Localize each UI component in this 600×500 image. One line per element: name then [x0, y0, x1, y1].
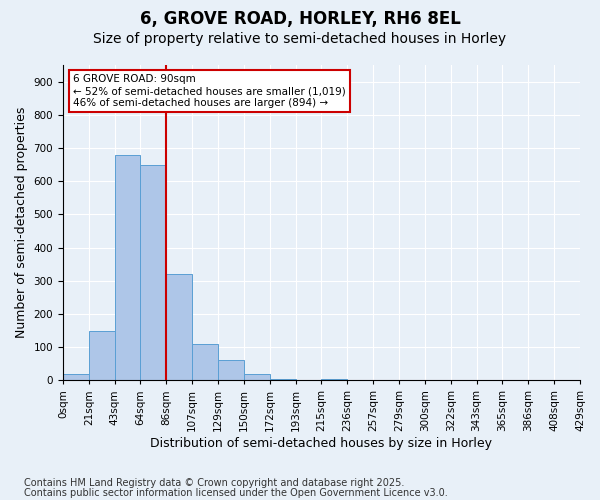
Text: Contains HM Land Registry data © Crown copyright and database right 2025.: Contains HM Land Registry data © Crown c…: [24, 478, 404, 488]
Text: Contains public sector information licensed under the Open Government Licence v3: Contains public sector information licen…: [24, 488, 448, 498]
Bar: [192, 344, 218, 381]
Y-axis label: Number of semi-detached properties: Number of semi-detached properties: [15, 107, 28, 338]
Bar: [244, 374, 270, 380]
Bar: [322, 378, 347, 380]
Text: 6 GROVE ROAD: 90sqm
← 52% of semi-detached houses are smaller (1,019)
46% of sem: 6 GROVE ROAD: 90sqm ← 52% of semi-detach…: [73, 74, 346, 108]
Bar: [115, 154, 140, 380]
X-axis label: Distribution of semi-detached houses by size in Horley: Distribution of semi-detached houses by …: [151, 437, 493, 450]
Text: Size of property relative to semi-detached houses in Horley: Size of property relative to semi-detach…: [94, 32, 506, 46]
Bar: [218, 360, 244, 380]
Bar: [63, 374, 89, 380]
Bar: [140, 164, 166, 380]
Bar: [89, 330, 115, 380]
Text: 6, GROVE ROAD, HORLEY, RH6 8EL: 6, GROVE ROAD, HORLEY, RH6 8EL: [140, 10, 460, 28]
Bar: [270, 378, 296, 380]
Bar: [166, 274, 192, 380]
